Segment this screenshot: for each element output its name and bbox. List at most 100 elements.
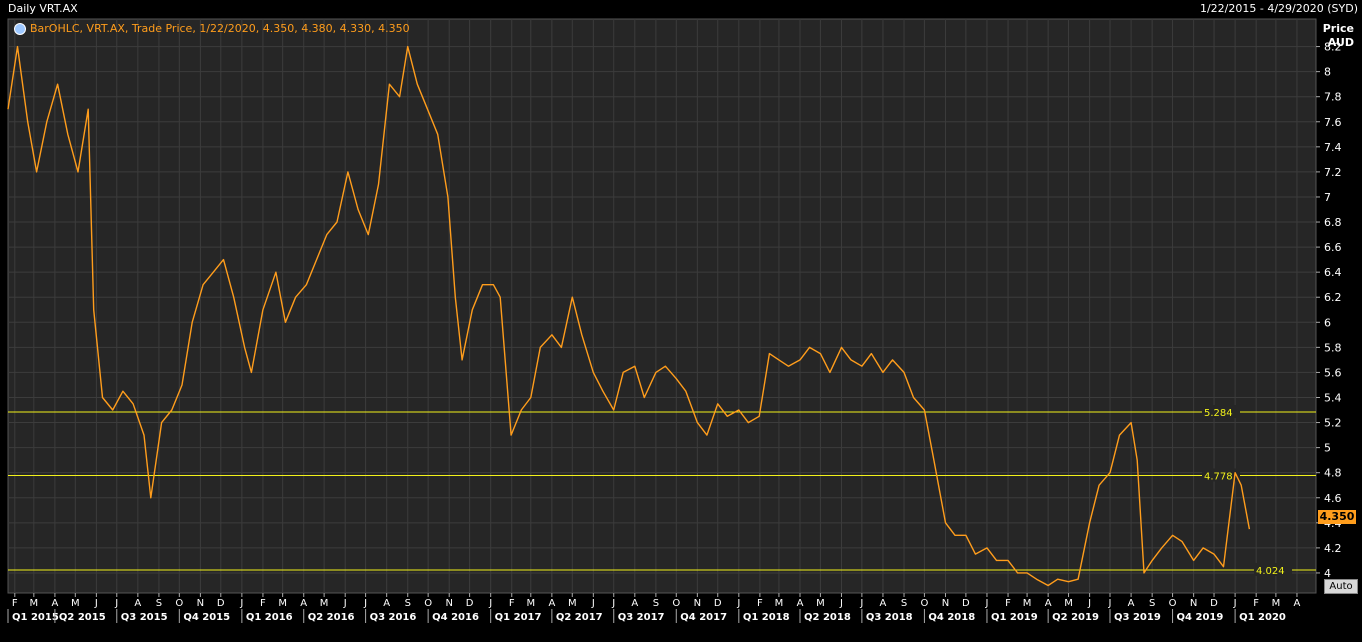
month-tick-label: A bbox=[134, 598, 141, 609]
month-tick-label: N bbox=[694, 598, 701, 609]
month-tick-label: O bbox=[1169, 598, 1177, 609]
month-tick-label: J bbox=[859, 598, 863, 609]
month-tick-label: N bbox=[197, 598, 204, 609]
month-tick-label: M bbox=[320, 598, 329, 609]
month-tick-label: M bbox=[775, 598, 784, 609]
month-tick-label: F bbox=[1005, 598, 1011, 609]
quarter-label: Q4 2015 bbox=[183, 612, 230, 623]
quarter-label: Q2 2015 bbox=[59, 612, 106, 623]
month-tick-label: A bbox=[1128, 598, 1135, 609]
month-tick-label: J bbox=[839, 598, 843, 609]
plot-area[interactable] bbox=[7, 18, 1317, 594]
price-series-line[interactable] bbox=[7, 45, 1251, 587]
month-tick-label: M bbox=[1023, 598, 1032, 609]
quarter-label: Q2 2018 bbox=[804, 612, 851, 623]
axis-title-currency: AUD bbox=[1327, 36, 1354, 49]
month-tick-label: M bbox=[30, 598, 39, 609]
month-tick-label: J bbox=[611, 598, 615, 609]
month-tick-label: J bbox=[363, 598, 367, 609]
y-tick-label: 5.4 bbox=[1324, 391, 1342, 404]
series-settings-icon[interactable] bbox=[14, 22, 26, 35]
y-tick-label: 5.6 bbox=[1324, 366, 1342, 379]
month-tick-label: J bbox=[1233, 598, 1237, 609]
month-tick-label: M bbox=[568, 598, 577, 609]
reference-label-bg bbox=[1202, 405, 1240, 419]
month-tick-label: F bbox=[1253, 598, 1259, 609]
axis-title-price: Price bbox=[1322, 22, 1354, 35]
y-tick-label: 6.6 bbox=[1324, 241, 1342, 254]
month-tick-label: M bbox=[1064, 598, 1073, 609]
y-tick-label: 7.2 bbox=[1324, 166, 1342, 179]
y-tick-label: 5.2 bbox=[1324, 417, 1342, 430]
month-tick-label: J bbox=[1108, 598, 1112, 609]
y-tick-label: 4.2 bbox=[1324, 542, 1342, 555]
legend-text: BarOHLC, VRT.AX, Trade Price, 1/22/2020,… bbox=[30, 22, 410, 35]
month-tick-label: J bbox=[488, 598, 492, 609]
y-tick-label: 6.4 bbox=[1324, 266, 1342, 279]
y-tick-label: 4 bbox=[1324, 567, 1331, 580]
reference-line-label: 4.024 bbox=[1256, 566, 1285, 577]
quarter-label: Q4 2019 bbox=[1177, 612, 1224, 623]
month-tick-label: J bbox=[114, 598, 118, 609]
month-tick-label: A bbox=[880, 598, 887, 609]
month-tick-label: D bbox=[1210, 598, 1218, 609]
month-tick-label: M bbox=[278, 598, 287, 609]
date-range: 1/22/2015 - 4/29/2020 (SYD) bbox=[1199, 2, 1358, 15]
y-tick-label: 7.6 bbox=[1324, 116, 1342, 129]
quarter-label: Q4 2018 bbox=[928, 612, 975, 623]
month-tick-label: S bbox=[653, 598, 659, 609]
y-tick-label: 5.8 bbox=[1324, 341, 1342, 354]
month-tick-label: S bbox=[901, 598, 907, 609]
month-tick-label: N bbox=[445, 598, 452, 609]
quarter-label: Q3 2015 bbox=[121, 612, 168, 623]
month-tick-label: J bbox=[94, 598, 98, 609]
quarter-label: Q2 2016 bbox=[308, 612, 355, 623]
month-tick-label: J bbox=[591, 598, 595, 609]
month-tick-label: A bbox=[300, 598, 307, 609]
quarter-label: Q3 2017 bbox=[618, 612, 665, 623]
month-tick-label: S bbox=[156, 598, 162, 609]
month-tick-label: S bbox=[1149, 598, 1155, 609]
month-tick-label: D bbox=[466, 598, 474, 609]
month-tick-label: A bbox=[51, 598, 58, 609]
y-tick-label: 8 bbox=[1324, 66, 1331, 79]
month-tick-label: N bbox=[942, 598, 949, 609]
y-tick-label: 7 bbox=[1324, 191, 1331, 204]
quarter-label: Q1 2020 bbox=[1239, 612, 1286, 623]
month-tick-label: A bbox=[797, 598, 804, 609]
month-tick-label: M bbox=[71, 598, 80, 609]
month-tick-label: A bbox=[383, 598, 390, 609]
month-tick-label: N bbox=[1190, 598, 1197, 609]
series-legend[interactable]: BarOHLC, VRT.AX, Trade Price, 1/22/2020,… bbox=[14, 22, 410, 35]
quarter-label: Q3 2016 bbox=[370, 612, 417, 623]
y-tick-label: 7.4 bbox=[1324, 141, 1342, 154]
month-tick-label: J bbox=[1087, 598, 1091, 609]
month-tick-label: O bbox=[672, 598, 680, 609]
y-tick-label: 8.2 bbox=[1324, 41, 1342, 54]
month-tick-label: O bbox=[424, 598, 432, 609]
month-tick-label: A bbox=[1045, 598, 1052, 609]
y-tick-label: 5 bbox=[1324, 442, 1331, 455]
month-tick-label: F bbox=[260, 598, 266, 609]
month-tick-label: A bbox=[548, 598, 555, 609]
month-tick-label: J bbox=[343, 598, 347, 609]
month-tick-label: A bbox=[631, 598, 638, 609]
quarter-label: Q3 2019 bbox=[1114, 612, 1161, 623]
y-tick-label: 6.2 bbox=[1324, 291, 1342, 304]
quarter-label: Q1 2016 bbox=[246, 612, 293, 623]
auto-scale-button[interactable]: Auto bbox=[1324, 579, 1358, 594]
month-tick-label: M bbox=[816, 598, 825, 609]
month-tick-label: J bbox=[239, 598, 243, 609]
month-tick-label: A bbox=[1294, 598, 1301, 609]
last-price-tag: 4.350 bbox=[1318, 510, 1356, 524]
quarter-label: Q1 2019 bbox=[991, 612, 1038, 623]
quarter-label: Q1 2018 bbox=[743, 612, 790, 623]
month-tick-label: J bbox=[984, 598, 988, 609]
month-tick-label: J bbox=[736, 598, 740, 609]
quarter-label: Q4 2017 bbox=[680, 612, 727, 623]
month-tick-label: D bbox=[714, 598, 722, 609]
month-tick-label: M bbox=[526, 598, 535, 609]
quarter-label: Q2 2017 bbox=[556, 612, 603, 623]
